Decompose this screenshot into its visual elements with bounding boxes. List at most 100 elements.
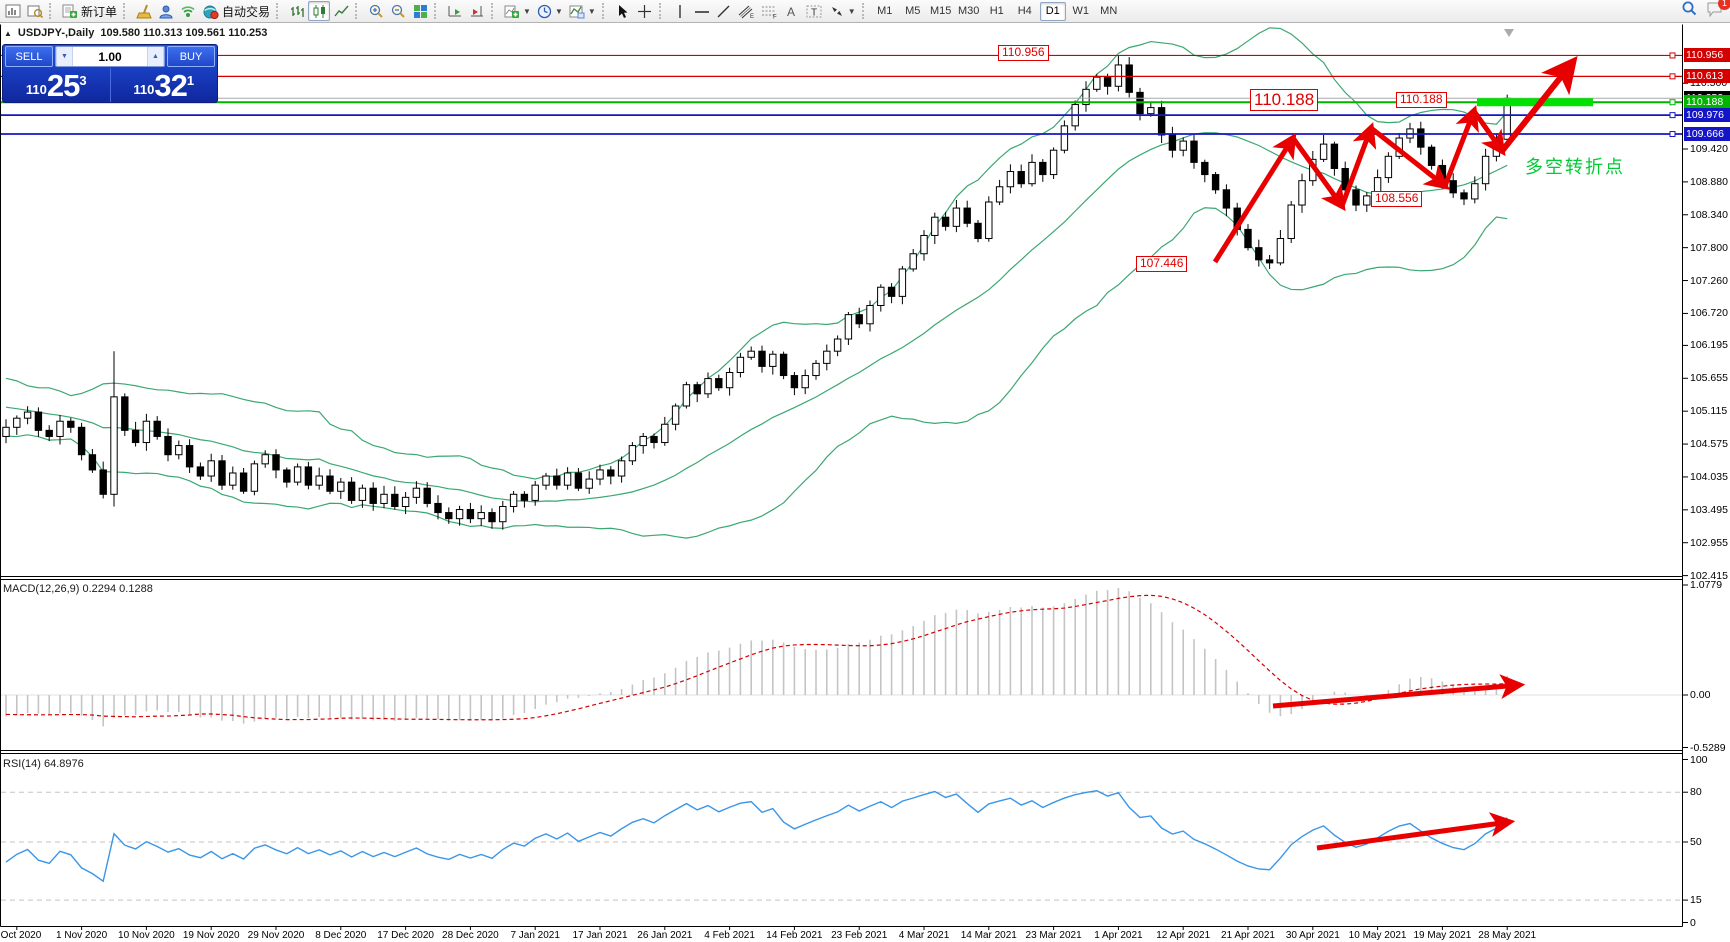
date-axis-label: 8 Dec 2020 [315, 930, 367, 941]
auto-scroll-button[interactable] [444, 1, 466, 21]
signals-button[interactable] [177, 1, 199, 21]
timeframe-M5[interactable]: M5 [905, 5, 921, 17]
timeframe-M15[interactable]: M15 [930, 5, 952, 17]
fibonacci-tool-button[interactable]: F [758, 1, 781, 21]
volume-increase-button[interactable]: ▲ [147, 47, 164, 66]
tile-windows-button[interactable] [409, 1, 431, 21]
fibonacci-icon: F [761, 4, 778, 19]
timeframe-W1[interactable]: W1 [1072, 5, 1089, 17]
charts-list-button[interactable] [2, 1, 24, 21]
price-scale-tick: 103.495 [1690, 503, 1728, 516]
indicators-button[interactable]: ▼ [501, 1, 534, 21]
price-line-label: 109.976 [1684, 108, 1730, 123]
price-scale-tick: 102.955 [1690, 536, 1728, 549]
volume-decrease-button[interactable]: ▼ [56, 47, 73, 66]
price-scale-tick: 106.720 [1690, 307, 1728, 320]
date-axis-label: 14 Mar 2021 [960, 930, 1017, 941]
timeframe-H1[interactable]: H1 [989, 5, 1004, 17]
macd-label: MACD(12,26,9) 0.2294 0.1288 [3, 583, 153, 595]
svg-text:T: T [811, 7, 817, 18]
date-axis-label: 30 Apr 2021 [1285, 930, 1340, 941]
price-scale-tick: 104.035 [1690, 470, 1728, 483]
horizontal-line-tool-button[interactable] [691, 1, 713, 21]
indicators-icon [504, 4, 520, 19]
timeframe-D1[interactable]: D1 [1039, 1, 1066, 21]
price-callout: 110.188 [1396, 92, 1447, 108]
notification-badge: 1 [1718, 0, 1730, 10]
sell-button[interactable]: SELL [5, 46, 53, 67]
timeframe-MN[interactable]: MN [1100, 5, 1118, 17]
trendline-tool-button[interactable] [713, 1, 735, 21]
date-axis-label: 19 Nov 2020 [182, 930, 240, 941]
signals-icon [180, 4, 196, 19]
periods-button[interactable]: ▼ [534, 1, 566, 21]
timeframe-bar: M1 M5 M15 M30 H1 H4 D1 W1 MN [872, 1, 1122, 21]
arrows-tool-button[interactable]: ▼ [826, 1, 859, 21]
profile-button[interactable] [155, 1, 177, 21]
symbol-period-label: USDJPY-,Daily [17, 27, 95, 39]
cursor-tool-button[interactable] [612, 1, 634, 21]
price-callout: 110.188 [1250, 89, 1319, 111]
chart-shift-button[interactable] [466, 1, 488, 21]
search-icon[interactable] [1681, 0, 1698, 22]
dropdown-caret-icon: ▼ [587, 6, 596, 16]
price-scale-tick: 104.575 [1690, 438, 1728, 451]
candlestick-mode-button[interactable] [308, 1, 331, 21]
bar-chart-mode-button[interactable] [286, 1, 308, 21]
date-axis-label: 10 Nov 2020 [118, 930, 175, 941]
channel-tool-button[interactable]: E [735, 1, 758, 21]
text-icon: A [785, 4, 798, 19]
svg-text:E: E [750, 14, 754, 19]
zoom-out-button[interactable] [387, 1, 409, 21]
new-order-button[interactable]: 新订单 [59, 1, 120, 21]
sell-price[interactable]: 110 25 3 [3, 68, 111, 102]
timeframe-M30[interactable]: M30 [958, 5, 980, 17]
data-window-icon [27, 4, 43, 18]
price-scale-tick: 106.195 [1690, 339, 1728, 352]
price-line-label: 109.666 [1684, 127, 1730, 142]
data-window-button[interactable] [24, 1, 46, 21]
macd-scale-tick: 0.00 [1690, 689, 1711, 701]
buy-price[interactable]: 110 32 1 [111, 68, 218, 102]
rsi-label: RSI(14) 64.8976 [3, 758, 84, 770]
rsi-scale-tick: 100 [1690, 753, 1708, 766]
templates-button[interactable]: ▼ [566, 1, 599, 21]
text-label-tool-button[interactable]: T [803, 1, 826, 21]
date-axis-label: 23 Mar 2021 [1025, 930, 1082, 941]
date-axis-label: 4 Mar 2021 [898, 930, 950, 941]
buy-button[interactable]: BUY [167, 46, 215, 67]
date-axis-label: 10 May 2021 [1348, 930, 1407, 941]
date-axis-label: 17 Dec 2020 [377, 930, 434, 941]
text-tool-button[interactable]: A [781, 1, 803, 21]
trendline-icon [716, 4, 731, 19]
date-axis-label: 21 Apr 2021 [1221, 930, 1275, 941]
autotrading-button[interactable]: 自动交易 [199, 1, 273, 21]
rsi-scale-tick: 50 [1690, 836, 1702, 848]
profile-icon [158, 4, 174, 19]
zoom-in-button[interactable] [365, 1, 387, 21]
rsi-scale-tick: 80 [1690, 786, 1702, 799]
line-chart-mode-button[interactable] [330, 1, 352, 21]
new-order-icon [62, 4, 78, 19]
crosshair-tool-button[interactable] [634, 1, 656, 21]
line-chart-icon [333, 4, 349, 19]
date-axis-label: 23 Feb 2021 [831, 930, 888, 941]
volume-input[interactable] [73, 47, 147, 66]
notifications-button[interactable]: 1 [1706, 0, 1730, 22]
vertical-line-icon [674, 4, 686, 19]
main-toolbar: 新订单 自动交易 ▼ ▼ [0, 0, 1730, 23]
toolbar-grip [49, 3, 56, 19]
timeframe-H4[interactable]: H4 [1017, 5, 1032, 17]
price-callout: 108.556 [1371, 191, 1423, 207]
vertical-line-tool-button[interactable] [669, 1, 691, 21]
price-callout: 107.446 [1136, 256, 1188, 272]
dropdown-caret-icon: ▼ [554, 6, 563, 16]
timeframe-M1[interactable]: M1 [877, 5, 893, 17]
collapse-panel-icon[interactable]: ▲ [4, 28, 12, 38]
rsi-scale-tick: 0 [1690, 916, 1696, 929]
styler-button[interactable] [133, 1, 155, 21]
date-axis-label: 17 Jan 2021 [572, 930, 628, 941]
sell-price-big: 25 [46, 68, 80, 103]
crosshair-icon [637, 4, 652, 19]
